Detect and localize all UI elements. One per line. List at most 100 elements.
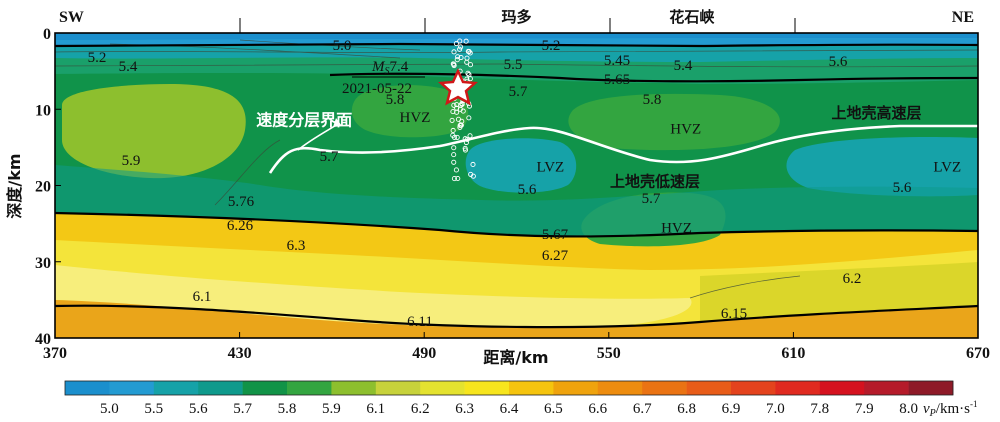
aftershock-point — [464, 136, 470, 143]
earthquake-marker: MS7.4 2021-05-22 — [342, 59, 479, 106]
colorbar-swatch — [420, 381, 465, 395]
aftershock-point — [466, 48, 472, 55]
aftershock-point — [463, 139, 469, 146]
colorbar-swatch — [109, 381, 155, 395]
contour-labels: 5.0 5.2 5.2 5.4 5.45 5.4 5.5 5.65 5.6 5.7 5.8 5.8 5.… — [88, 38, 912, 330]
velocity-field — [55, 33, 978, 338]
hvz-2 — [568, 93, 780, 151]
y-tick-label: 20 — [35, 179, 51, 196]
band-5.0 — [55, 33, 978, 40]
colorbar-label: vP/km·s-1 — [923, 399, 977, 419]
region-label: HVZ — [670, 121, 701, 137]
aftershock-point — [462, 145, 468, 151]
colorbar-tick-label: 6.6 — [588, 401, 607, 417]
colorbar-swatch — [553, 381, 599, 395]
colorbar-tick-label: 7.8 — [810, 401, 829, 417]
contour-label: 5.6 — [829, 54, 848, 70]
x-tick-label: 550 — [597, 345, 621, 362]
colorbar-swatch — [153, 381, 199, 395]
contour-label: 5.2 — [542, 38, 561, 54]
colorbar-swatch — [642, 381, 687, 395]
aftershock-point — [451, 134, 458, 140]
aftershock-point — [453, 40, 459, 47]
colorbar-tick-label: 6.7 — [633, 401, 652, 417]
y-tick-label: 40 — [35, 331, 51, 348]
annotation-label: 上地壳低速层 — [610, 173, 700, 191]
colorbar-swatch — [464, 381, 510, 395]
top-label: SW — [59, 9, 84, 26]
aftershock-point — [468, 171, 474, 177]
layer-boundaries — [55, 42, 978, 329]
colorbar-tick-label: 6.4 — [500, 401, 519, 417]
colorbar-swatch — [597, 381, 643, 395]
colorbar-swatch — [331, 381, 377, 395]
contour-label: 5.7 — [509, 84, 528, 100]
aftershock-point — [457, 46, 463, 52]
region-label: LVZ — [933, 159, 961, 175]
contour-label: 5.8 — [643, 92, 662, 108]
y-axis: 0 10 20 30 40 — [35, 26, 61, 348]
aftershock-point — [451, 152, 457, 158]
aftershock-point — [467, 76, 473, 82]
aftershock-point — [465, 70, 471, 76]
contour-label: 5.76 — [228, 194, 255, 210]
region-label: LVZ — [536, 159, 564, 175]
colorbar-tick-label: 7.9 — [855, 401, 874, 417]
aftershock-point — [457, 106, 463, 112]
aftershock-point — [451, 102, 457, 108]
colorbar-tick-label: 6.2 — [411, 401, 430, 417]
contour-label: 5.6 — [893, 180, 912, 196]
contour-label: 5.5 — [504, 57, 523, 73]
colorbar-tick-label: 7.0 — [766, 401, 785, 417]
aftershock-point — [455, 54, 461, 60]
aftershock-point — [451, 61, 457, 68]
aftershock-point — [450, 127, 456, 134]
colorbar-swatch — [775, 381, 821, 395]
colorbar-tick-label: 8.0 — [899, 401, 918, 417]
aftershock-point — [451, 145, 457, 151]
colorbar-tick-label: 6.3 — [455, 401, 474, 417]
y-tick-label: 10 — [35, 102, 51, 119]
contour-label: 5.67 — [542, 227, 569, 243]
aftershock-point — [457, 38, 463, 44]
colorbar-tick-label: 5.0 — [100, 401, 119, 417]
magnitude-label: MS7.4 — [371, 59, 409, 77]
band-5.9-lens — [62, 84, 246, 179]
contour-label: 6.11 — [407, 314, 433, 330]
colorbar-tick-label: 6.9 — [722, 401, 741, 417]
top-labels: SW 玛多 花石峡 NE — [59, 8, 974, 26]
colorbar-tick-label: 6.5 — [544, 401, 563, 417]
colorbar-swatch — [509, 381, 554, 395]
aftershock-point — [458, 54, 464, 61]
colorbar: 5.0 5.5 5.6 5.7 5.8 5.9 6.1 6.2 6.3 6.4 6.5 6.6 6.7 6… — [64, 380, 954, 417]
band-6.5 — [55, 300, 978, 338]
band-5.7 — [55, 165, 978, 237]
hvz-1 — [351, 85, 469, 138]
aftershock-point — [454, 57, 460, 63]
y-tick-label: 30 — [35, 255, 51, 272]
aftershock-point — [467, 62, 474, 68]
contour-lines — [55, 39, 978, 299]
aftershock-point — [451, 176, 457, 182]
y-tick-label: 0 — [43, 26, 51, 43]
x-axis: 370 430 490 550 610 670 — [43, 332, 990, 362]
contour-label: 6.27 — [542, 248, 569, 264]
colorbar-swatch — [242, 381, 288, 395]
colorbar-tick-label: 5.9 — [322, 401, 341, 417]
aftershock-point — [467, 133, 473, 139]
epicenter-star-icon — [437, 67, 479, 106]
interface-arrow-head — [333, 118, 342, 127]
aftershock-point — [470, 161, 476, 168]
colorbar-swatch — [287, 381, 332, 395]
colorbar-tick-label: 5.7 — [233, 401, 252, 417]
x-tick-label: 370 — [43, 345, 67, 362]
colorbar-swatch — [686, 381, 732, 395]
contour-label: 5.6 — [518, 182, 537, 198]
aftershock-point — [450, 109, 456, 115]
x-tick-label: 430 — [228, 345, 252, 362]
colorbar-tick-label: 5.5 — [144, 401, 163, 417]
aftershocks — [449, 38, 476, 182]
aftershock-point — [454, 134, 460, 140]
